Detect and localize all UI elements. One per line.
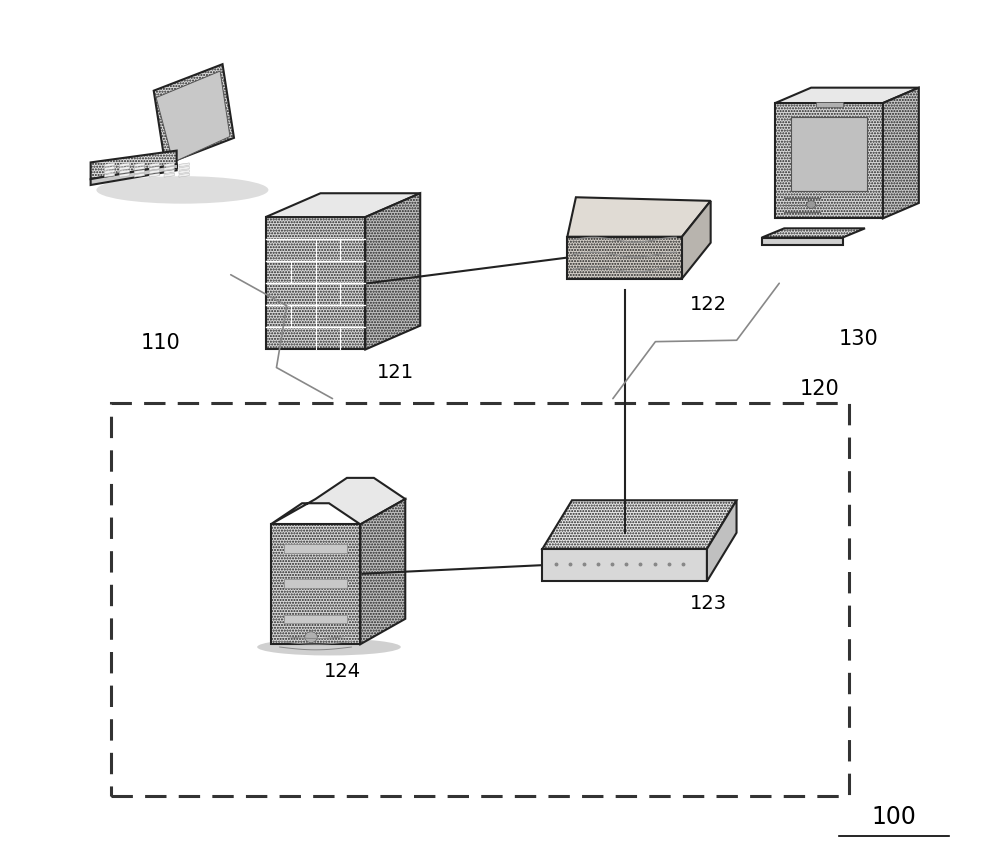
Polygon shape [165,165,177,168]
Polygon shape [883,87,919,219]
Polygon shape [164,170,174,174]
Polygon shape [104,166,115,171]
Polygon shape [542,549,707,581]
Ellipse shape [96,177,268,204]
Polygon shape [104,173,115,177]
Polygon shape [365,193,420,350]
Polygon shape [271,524,360,644]
Polygon shape [119,170,130,174]
Polygon shape [91,151,177,179]
Polygon shape [179,170,189,174]
Text: 130: 130 [839,329,879,349]
Polygon shape [542,500,737,549]
Polygon shape [91,165,177,185]
Polygon shape [149,173,159,177]
Polygon shape [119,163,130,167]
Polygon shape [149,166,159,171]
Polygon shape [271,478,405,524]
Text: 124: 124 [323,662,361,681]
Polygon shape [134,170,145,174]
Polygon shape [775,87,919,103]
Polygon shape [266,217,365,350]
Polygon shape [179,173,189,177]
FancyBboxPatch shape [111,403,849,796]
Polygon shape [104,163,115,167]
Polygon shape [179,163,189,167]
Polygon shape [284,544,347,553]
Text: 100: 100 [871,806,916,830]
Polygon shape [791,117,867,191]
Polygon shape [164,163,174,167]
Polygon shape [179,166,189,171]
Polygon shape [567,237,682,279]
Polygon shape [154,64,234,165]
Polygon shape [156,71,230,162]
Polygon shape [682,201,711,279]
Text: 121: 121 [377,363,414,382]
Polygon shape [284,614,347,623]
Polygon shape [164,173,174,177]
Polygon shape [707,500,737,581]
Polygon shape [775,103,883,219]
Text: 120: 120 [799,380,839,399]
Polygon shape [149,170,159,174]
Polygon shape [762,228,865,237]
Polygon shape [134,163,145,167]
Polygon shape [284,579,347,588]
Polygon shape [134,173,145,177]
Polygon shape [567,197,711,237]
Circle shape [807,201,816,208]
Polygon shape [360,499,405,644]
Polygon shape [816,101,843,107]
Polygon shape [119,173,130,177]
Polygon shape [164,166,174,171]
Text: 110: 110 [141,333,181,353]
Polygon shape [119,166,130,171]
Circle shape [305,632,317,643]
Ellipse shape [257,638,401,656]
Polygon shape [762,237,843,245]
Polygon shape [134,166,145,171]
Text: 122: 122 [689,295,727,315]
Text: 123: 123 [689,594,727,613]
Polygon shape [149,163,159,167]
Polygon shape [266,193,420,217]
Polygon shape [104,170,115,174]
